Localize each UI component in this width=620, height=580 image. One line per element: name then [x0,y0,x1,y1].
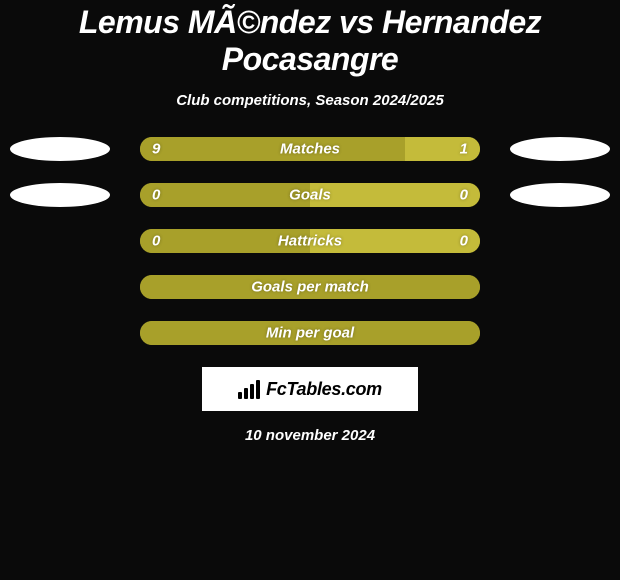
metric-row: 0 0 Hattricks [0,229,620,253]
metric-bar: Goals per match [140,275,480,299]
logo-box[interactable]: FcTables.com [202,367,418,411]
metric-bar: 0 0 Hattricks [140,229,480,253]
metrics-container: 9 1 Matches 0 0 Goals 0 0 Hattricks Goals per mat… [0,137,620,345]
metric-label: Matches [280,141,340,158]
metric-bar: 0 0 Goals [140,183,480,207]
metric-value-left: 0 [152,187,160,204]
player-avatar-right [510,183,610,207]
subtitle: Club competitions, Season 2024/2025 [0,92,620,109]
metric-bar: Min per goal [140,321,480,345]
metric-row: 9 1 Matches [0,137,620,161]
date-label: 10 november 2024 [0,427,620,444]
metric-label: Goals per match [251,279,369,296]
logo-text: FcTables.com [266,379,382,400]
player-avatar-left [10,137,110,161]
metric-value-right: 0 [460,187,468,204]
metric-label: Min per goal [266,325,354,342]
metric-row: Min per goal [0,321,620,345]
metric-value-left: 9 [152,141,160,158]
metric-value-right: 1 [460,141,468,158]
metric-value-right: 0 [460,233,468,250]
metric-row: Goals per match [0,275,620,299]
metric-label: Goals [289,187,331,204]
player-avatar-right [510,137,610,161]
page-title: Lemus MÃ©ndez vs Hernandez Pocasangre [0,4,620,78]
player-avatar-left [10,183,110,207]
metric-label: Hattricks [278,233,342,250]
metric-row: 0 0 Goals [0,183,620,207]
comparison-card: Lemus MÃ©ndez vs Hernandez Pocasangre Cl… [0,0,620,580]
bar-chart-icon [238,379,260,399]
logo: FcTables.com [238,379,382,400]
metric-value-left: 0 [152,233,160,250]
metric-bar: 9 1 Matches [140,137,480,161]
